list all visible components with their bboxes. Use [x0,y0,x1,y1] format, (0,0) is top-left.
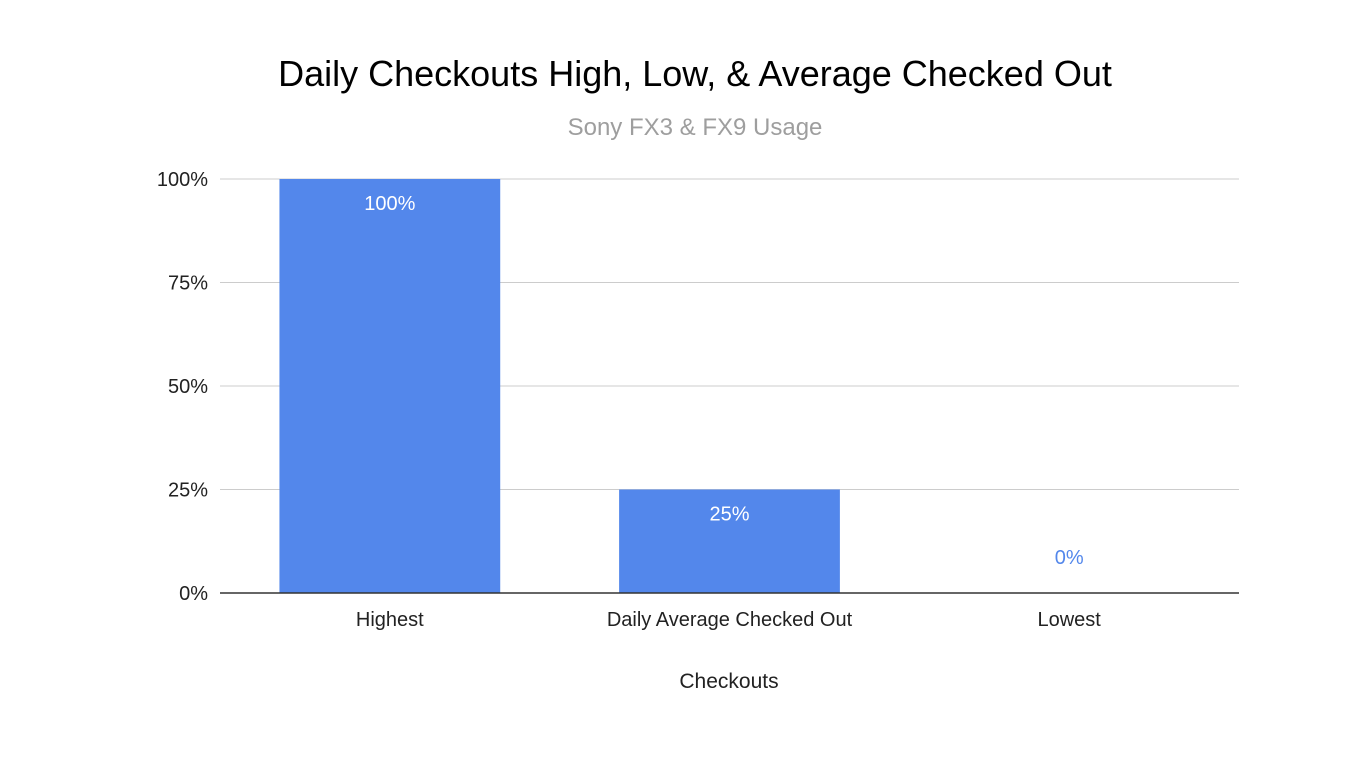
data-label: 0% [1055,547,1084,569]
bar [279,179,501,593]
data-label: 100% [364,193,415,215]
y-tick-label: 0% [179,583,208,605]
x-tick-label: Daily Average Checked Out [607,609,853,631]
chart-subtitle: Sony FX3 & FX9 Usage [568,114,823,141]
y-tick-label: 25% [168,480,208,502]
bars [279,179,840,593]
bar [619,489,840,593]
y-axis-ticks: 0% 25% 50% 75% 100% [157,169,208,605]
data-label: 25% [709,504,749,526]
y-tick-label: 75% [168,273,208,295]
x-tick-label: Highest [356,609,424,631]
data-labels: 100% 25% 0% [364,193,1084,569]
y-tick-label: 50% [168,376,208,398]
x-tick-label: Lowest [1037,609,1101,631]
y-tick-label: 100% [157,169,208,191]
x-axis-ticks: Highest Daily Average Checked Out Lowest [356,609,1101,631]
chart-title: Daily Checkouts High, Low, & Average Che… [278,53,1112,94]
x-axis-title: Checkouts [679,670,778,693]
